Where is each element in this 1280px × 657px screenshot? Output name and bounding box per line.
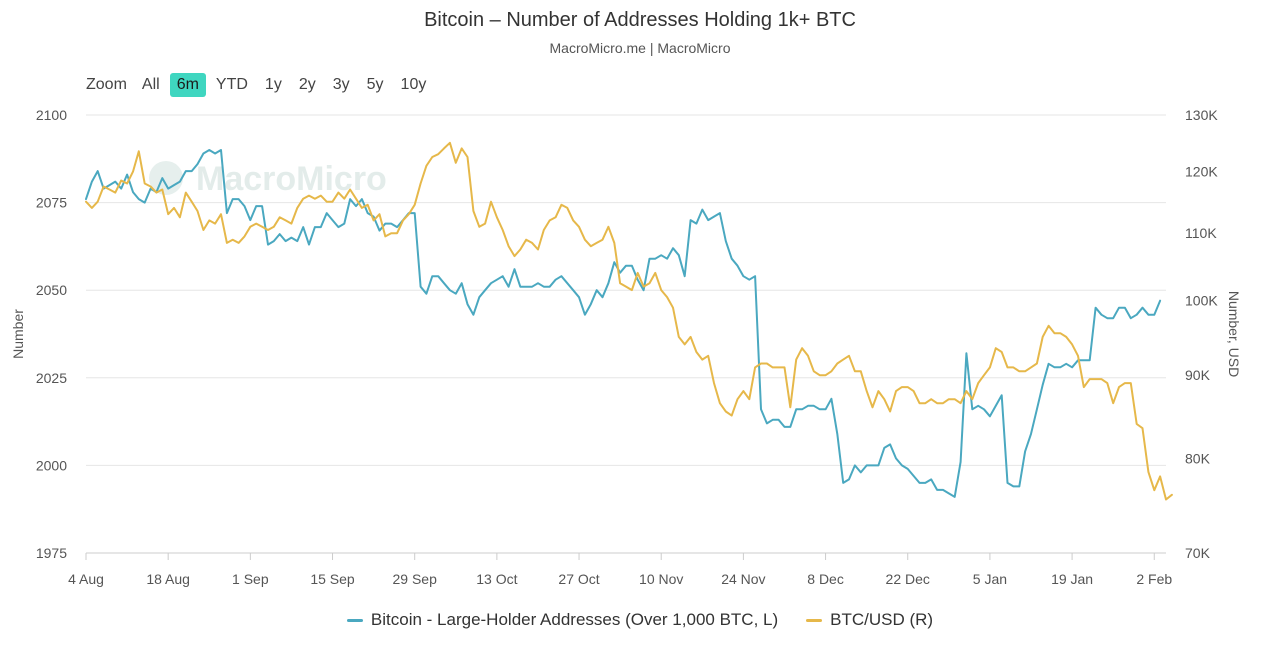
range-button-5y[interactable]: 5y [366, 76, 384, 93]
x-tick-label: 24 Nov [721, 571, 765, 587]
x-tick-label: 8 Dec [807, 571, 844, 587]
y-axis-left-title: Number [10, 309, 26, 359]
y-left-tick-label: 2025 [36, 370, 67, 386]
range-button-all[interactable]: All [141, 76, 160, 93]
y-left-tick-label: 2100 [36, 107, 67, 123]
x-tick-label: 4 Aug [68, 571, 104, 587]
x-tick-label: 18 Aug [146, 571, 190, 587]
y-right-tick-label: 70K [1185, 545, 1211, 561]
legend-swatch-large-holders [346, 618, 363, 622]
x-tick-label: 19 Jan [1051, 571, 1093, 587]
chart-plot: MacroMicro 1975 2000 2025 2050 2075 2100 70K 80… [10, 107, 1242, 587]
legend-label-btc-usd: BTC/USD (R) [830, 610, 934, 629]
legend-item-large-holders[interactable]: Bitcoin - Large-Holder Addresses (Over 1… [346, 610, 779, 630]
x-tick-label: 2 Feb [1136, 571, 1172, 587]
y-left-tick-label: 2000 [36, 457, 67, 473]
range-button-2y[interactable]: 2y [298, 76, 316, 93]
x-tick-label: 5 Jan [973, 571, 1007, 587]
legend-item-btc-usd[interactable]: BTC/USD (R) [806, 610, 933, 630]
series-line-btc-usd [85, 141, 1173, 501]
y-right-tick-label: 90K [1185, 367, 1211, 383]
zoom-label: Zoom [86, 76, 127, 93]
y-right-tick-label: 120K [1185, 164, 1218, 180]
chart-legend: Bitcoin - Large-Holder Addresses (Over 1… [0, 610, 1280, 630]
y-right-tick-label: 110K [1185, 225, 1217, 241]
y-left-tick-label: 2050 [36, 282, 67, 298]
watermark-logo: MacroMicro [149, 160, 387, 198]
y-axis-right-title: Number, USD [1226, 291, 1242, 377]
range-button-1y[interactable]: 1y [264, 76, 282, 93]
x-tick-label: 22 Dec [886, 571, 930, 587]
chart-subtitle: MacroMicro.me | MacroMicro [549, 40, 731, 56]
y-left-tick-label: 2075 [36, 195, 67, 211]
range-selector: Zoom All 6m YTD 1y 2y 3y 5y 10y [80, 72, 436, 98]
x-tick-label: 15 Sep [310, 571, 355, 587]
range-button-3y[interactable]: 3y [332, 76, 350, 93]
legend-swatch-btc-usd [806, 618, 823, 622]
chart-title: Bitcoin – Number of Addresses Holding 1k… [424, 9, 856, 31]
range-button-ytd[interactable]: YTD [215, 76, 248, 93]
range-button-10y[interactable]: 10y [400, 76, 427, 93]
y-right-tick-label: 130K [1185, 107, 1218, 123]
range-button-6m[interactable]: 6m [169, 73, 206, 97]
y-right-tick-label: 100K [1185, 293, 1218, 309]
y-right-tick-label: 80K [1185, 451, 1211, 467]
x-tick-label: 27 Oct [558, 571, 599, 587]
y-left-tick-label: 1975 [36, 545, 67, 561]
x-tick-label: 10 Nov [639, 571, 683, 587]
x-tick-label: 13 Oct [476, 571, 517, 587]
legend-label-large-holders: Bitcoin - Large-Holder Addresses (Over 1… [370, 610, 779, 629]
series-line-large-holders [85, 149, 1162, 498]
x-tick-label: 1 Sep [232, 571, 269, 587]
watermark-text: MacroMicro [196, 160, 387, 198]
x-tick-label: 29 Sep [393, 571, 438, 587]
